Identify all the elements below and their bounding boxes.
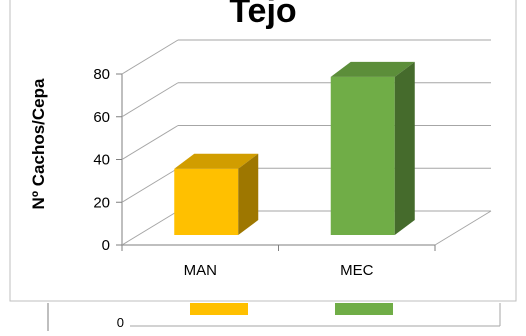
gridline-side [121, 167, 179, 203]
bar-side-face [394, 61, 415, 236]
floor-edge [434, 210, 492, 246]
gridline-side [121, 82, 179, 118]
x-tick-label: MEC [340, 262, 374, 279]
y-tick-label: 60 [93, 109, 110, 126]
lower-y-tick-label: 0 [117, 315, 124, 330]
gridline-side [121, 210, 179, 246]
lower-bar-man [190, 303, 248, 315]
chart-title: Tejo [229, 0, 296, 30]
y-axis-ticks: 0 20 40 60 80 [93, 66, 110, 254]
y-tick-label: 80 [93, 66, 110, 83]
bar-man [174, 153, 259, 235]
chart-area-border [9, 0, 517, 302]
lower-chart-fragment: 0 [47, 303, 501, 331]
x-axis-labels: MAN MEC [184, 262, 374, 279]
bar-front-face [330, 76, 395, 235]
y-axis-title: Nº Cachos/Cepa [29, 78, 48, 209]
y-tick-label: 0 [102, 237, 110, 254]
gridline-side [121, 39, 179, 75]
lower-bar-mec [335, 303, 393, 315]
x-tick-label: MAN [184, 262, 217, 279]
bar-mec [330, 61, 415, 236]
gridline-side [121, 125, 179, 160]
bar-side-face [238, 153, 259, 235]
y-tick-label: 40 [93, 152, 110, 169]
bar-front-face [174, 168, 239, 235]
bar-top-face [174, 153, 259, 169]
bar-top-face [330, 61, 415, 77]
y-tick-label: 20 [93, 194, 110, 211]
chart-bars [174, 61, 415, 236]
